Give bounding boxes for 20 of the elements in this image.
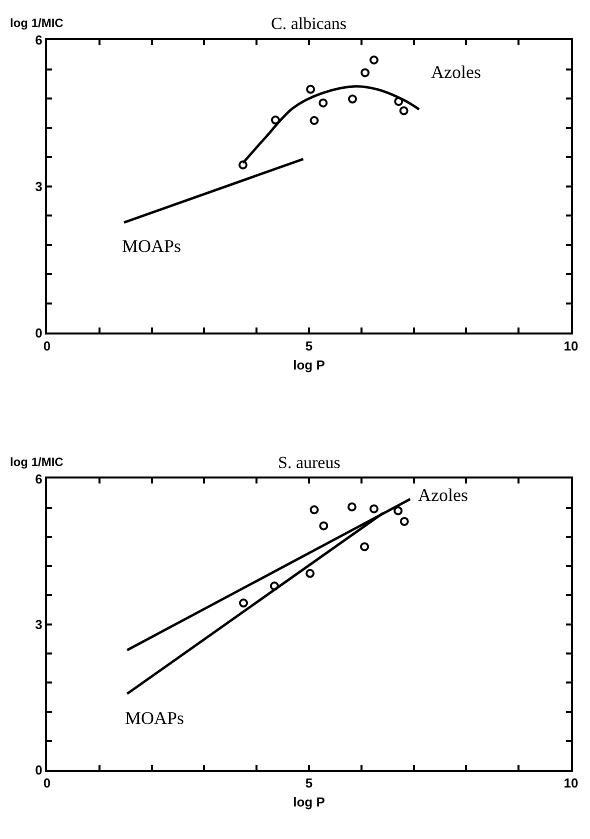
chart-title: S. aureus (278, 453, 340, 472)
x-tick-label: 10 (564, 338, 578, 354)
series-label: MOAPs (122, 236, 182, 256)
y-tick-label: 3 (35, 178, 42, 194)
x-tick-label: 5 (305, 776, 313, 791)
y-tick-label: 6 (35, 32, 42, 48)
x-axis-title: log P (293, 794, 326, 810)
series-label: MOAPs (125, 708, 184, 728)
y-tick-label: 0 (35, 325, 42, 340)
y-tick-label: 0 (35, 762, 42, 778)
chart-title: C. albicans (271, 14, 347, 33)
x-axis-title: log P (293, 357, 326, 372)
x-tick-label: 5 (305, 338, 313, 354)
y-axis-title: log 1/MIC (10, 455, 64, 469)
legend-label: Azoles (431, 62, 481, 82)
y-tick-label: 6 (35, 471, 42, 486)
legend-label: Azoles (418, 485, 468, 505)
x-tick-label: 10 (564, 776, 578, 791)
y-tick-label: 3 (35, 616, 42, 632)
y-axis-title: log 1/MIC (10, 16, 64, 30)
